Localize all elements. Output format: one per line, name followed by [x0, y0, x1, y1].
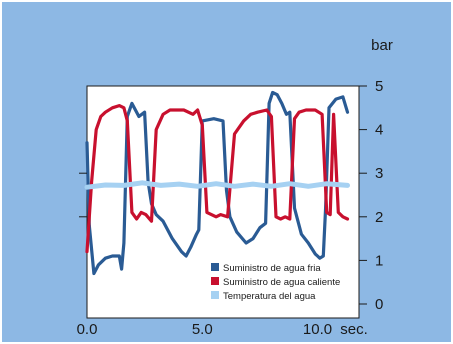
y-tick-label-3: 3 — [375, 165, 383, 182]
y-tick-label-4: 4 — [375, 122, 383, 139]
x-axis-unit: sec. — [340, 321, 368, 338]
legend-label-1: Suministro de agua fria — [223, 263, 321, 274]
x-axis: 0.0 5.0 10.0 sec. — [77, 321, 368, 338]
y-tick-label-2: 2 — [375, 209, 383, 226]
series-layer — [84, 90, 350, 276]
legend-swatch-3 — [211, 291, 219, 299]
series-line-2 — [85, 103, 350, 254]
series-line-3 — [84, 180, 350, 190]
legend-label-2: Suministro de agua caliente — [223, 277, 340, 288]
x-tick-label-5.0: 5.0 — [192, 321, 213, 338]
right-axis: 0 1 2 3 4 5 — [359, 78, 383, 313]
legend-swatch-2 — [211, 277, 219, 285]
y-tick-label-0: 0 — [375, 296, 383, 313]
x-tick-label-0.0: 0.0 — [77, 321, 98, 338]
legend: Suministro de agua fria Suministro de agu… — [211, 263, 340, 302]
left-axis-ticks — [79, 172, 87, 218]
legend-label-3: Temperatura del agua — [223, 291, 316, 302]
series-line-1 — [85, 90, 350, 276]
legend-swatch-1 — [211, 263, 219, 271]
chart-figure: 0 1 2 3 4 5 0.0 5.0 10.0 sec. bar Suministro de … — [2, 2, 451, 342]
y-axis-label: bar — [371, 37, 393, 54]
pressure-chart: 0 1 2 3 4 5 0.0 5.0 10.0 sec. bar Suministro de … — [77, 37, 393, 338]
y-tick-label-5: 5 — [375, 78, 383, 95]
x-tick-label-10.0: 10.0 — [303, 321, 332, 338]
y-tick-label-1: 1 — [375, 252, 383, 269]
